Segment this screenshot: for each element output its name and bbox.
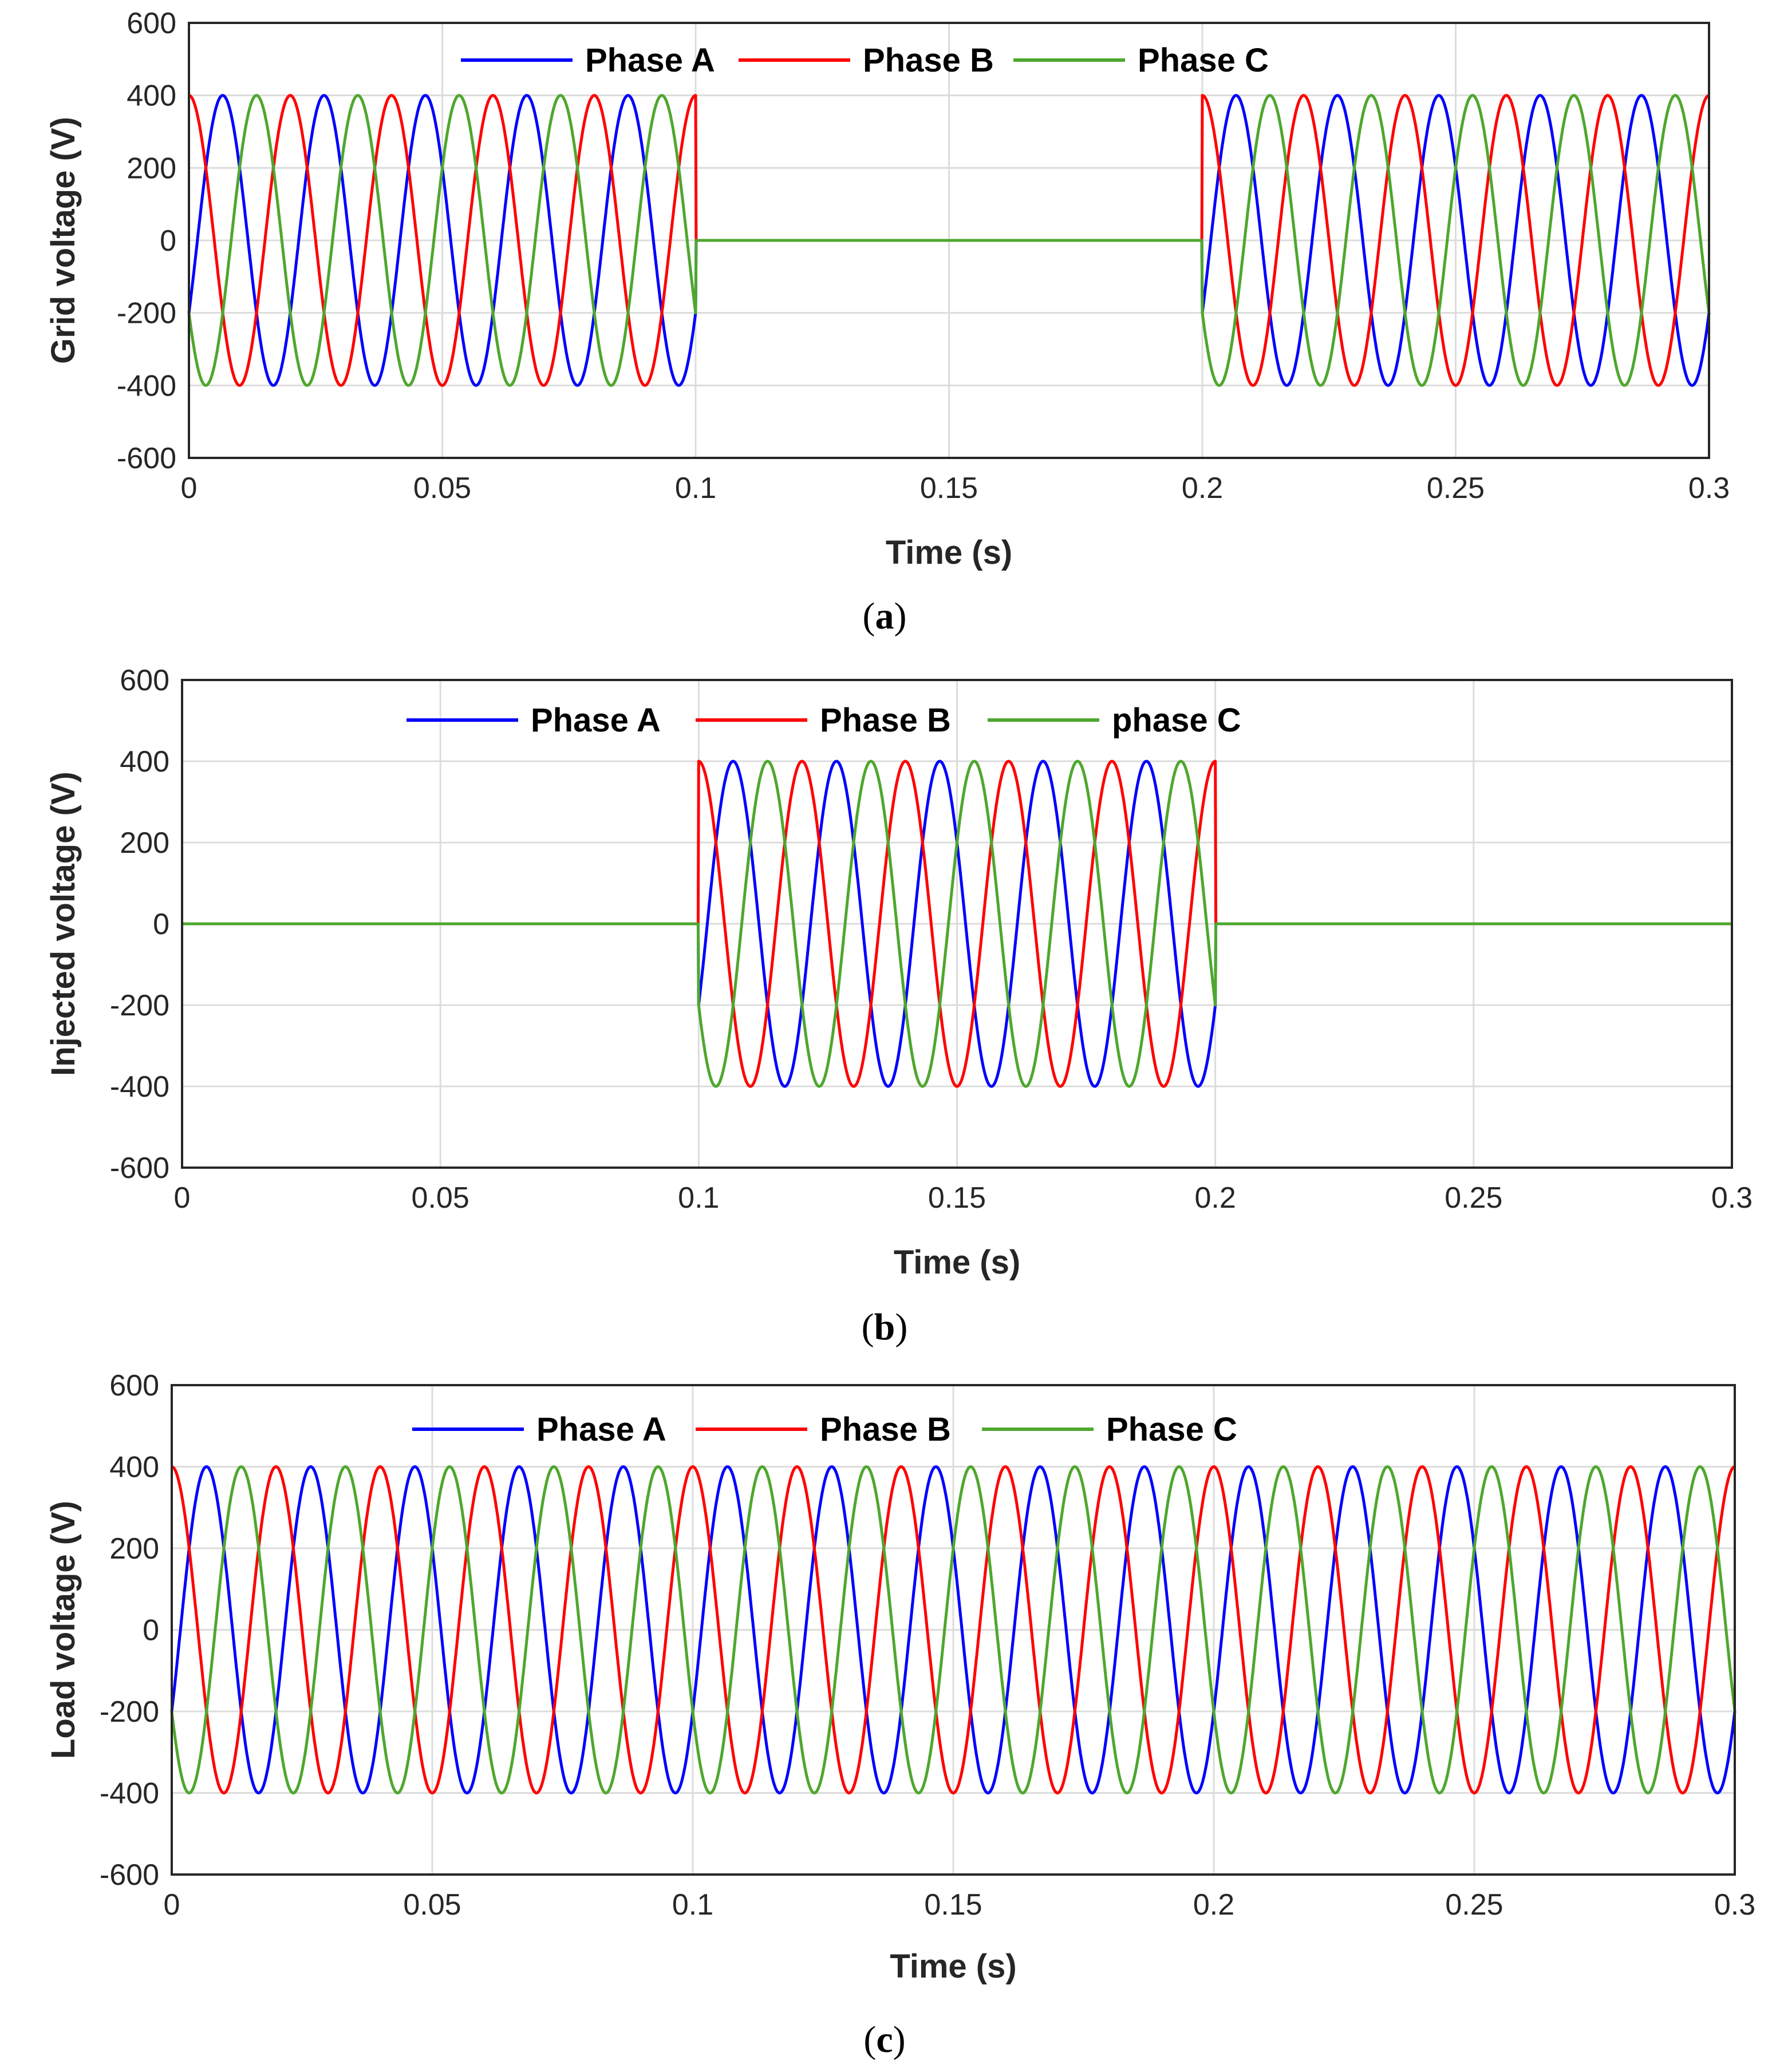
y-axis-label: Injected voltage (V): [45, 772, 82, 1076]
y-tick-label: -200: [100, 1695, 159, 1729]
y-tick-label: 400: [127, 80, 176, 113]
y-tick-label: 400: [120, 745, 169, 778]
legend: Phase A Phase B Phase C: [461, 42, 1269, 79]
legend-label: Phase A: [531, 702, 661, 739]
x-tick-label: 0.25: [1445, 1181, 1502, 1215]
legend: Phase A Phase B phase C: [407, 702, 1241, 739]
y-tick-label: -600: [100, 1859, 159, 1892]
x-tick-label: 0.15: [928, 1181, 986, 1215]
y-tick-label: 0: [153, 908, 169, 941]
x-tick-label: 0.05: [413, 472, 471, 505]
legend-label: phase C: [1112, 702, 1241, 739]
x-tick-label: 0.05: [403, 1888, 461, 1921]
y-axis-label: Load voltage (V): [45, 1501, 82, 1759]
y-tick-label: 200: [120, 827, 169, 860]
x-axis-label: Time (s): [886, 534, 1012, 571]
x-axis-label: Time (s): [894, 1244, 1020, 1281]
legend-label: Phase B: [820, 702, 951, 739]
x-tick-label: 0.3: [1711, 1181, 1753, 1215]
x-tick-label: 0.25: [1445, 1888, 1503, 1921]
y-tick-label: 200: [127, 152, 176, 185]
y-tick-label: 0: [143, 1614, 159, 1647]
panel-caption: (c): [863, 2019, 905, 2061]
axes-frame: [181, 679, 1733, 1169]
x-tick-label: 0.2: [1195, 1181, 1236, 1215]
legend-label: Phase B: [863, 42, 994, 79]
y-tick-label: -600: [117, 442, 176, 475]
x-tick-label: 0.2: [1182, 472, 1223, 505]
series-line-phase-c: [170, 1465, 1737, 1794]
series-line-phase-c: [187, 94, 1711, 387]
panel-caption: (a): [863, 595, 907, 637]
axes-frame: [188, 22, 1710, 459]
legend-label: Phase A: [536, 1411, 666, 1448]
series-line-phase-b: [171, 1465, 1736, 1794]
legend: Phase A Phase B Phase C: [412, 1411, 1237, 1448]
y-tick-label: 600: [127, 7, 176, 40]
x-tick-label: 0: [174, 1181, 191, 1215]
y-tick-label: 200: [109, 1532, 159, 1565]
y-tick-label: -400: [100, 1777, 159, 1810]
y-tick-label: -200: [117, 297, 176, 330]
legend-label: Phase C: [1138, 42, 1269, 79]
y-tick-label: 400: [109, 1451, 159, 1484]
x-tick-label: 0.3: [1714, 1888, 1755, 1921]
x-tick-label: 0.15: [924, 1888, 982, 1921]
y-tick-label: 600: [109, 1369, 159, 1402]
legend-label: Phase B: [820, 1411, 951, 1448]
series-line-phase-c: [181, 760, 1733, 1088]
chart-panel-a: 0 0.05 0.1 0.15 0.2 0.25 0.3 600 400 200 0 -200 -400…: [45, 7, 1730, 637]
legend-label: Phase C: [1106, 1411, 1237, 1448]
x-tick-label: 0.1: [678, 1181, 719, 1215]
y-tick-label: -600: [110, 1152, 169, 1185]
legend-label: Phase A: [585, 42, 715, 79]
x-tick-label: 0.1: [675, 472, 716, 505]
x-tick-label: 0.15: [920, 472, 978, 505]
y-axis-label: Grid voltage (V): [45, 117, 82, 364]
x-tick-label: 0.05: [412, 1181, 469, 1215]
x-tick-label: 0: [164, 1888, 180, 1921]
y-tick-label: 600: [120, 664, 169, 697]
chart-panel-c: 0 0.05 0.1 0.15 0.2 0.25 0.3 600 400 200 0 -200 -400…: [45, 1369, 1755, 2061]
axes-frame: [171, 1384, 1736, 1876]
y-tick-label: -200: [110, 989, 169, 1022]
panel-caption: (b): [862, 1306, 908, 1348]
x-tick-label: 0.3: [1688, 472, 1730, 505]
y-tick-label: -400: [110, 1070, 169, 1104]
x-tick-label: 0.2: [1193, 1888, 1234, 1921]
x-tick-label: 0.25: [1427, 472, 1485, 505]
x-tick-label: 0.1: [672, 1888, 713, 1921]
x-axis-label: Time (s): [890, 1948, 1016, 1985]
chart-panel-b: 0 0.05 0.1 0.15 0.2 0.25 0.3 600 400 200 0 -200 -400…: [45, 664, 1753, 1348]
y-tick-label: 0: [160, 224, 176, 258]
y-tick-label: -400: [117, 369, 176, 402]
x-tick-label: 0: [181, 472, 198, 505]
